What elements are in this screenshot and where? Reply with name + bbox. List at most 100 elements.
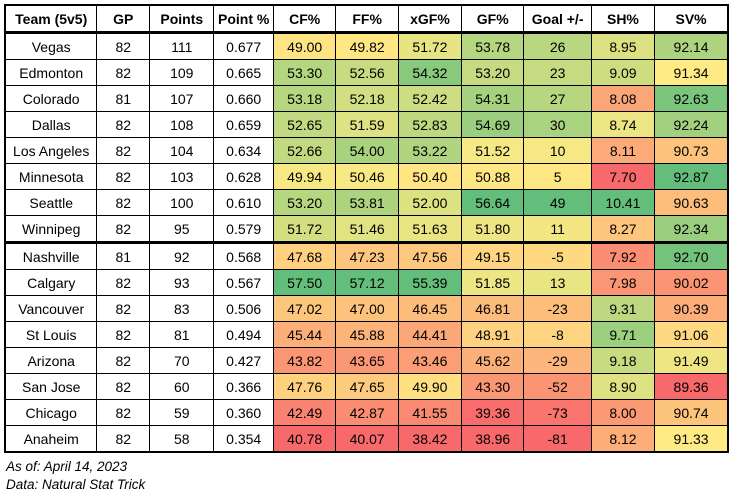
cell-xgf-pct: 41.55 [397, 399, 462, 426]
cell-ff-pct: 52.18 [335, 85, 399, 112]
cell-team: Dallas [4, 111, 98, 138]
cell-points: 92 [149, 241, 215, 270]
cell-points: 83 [149, 295, 215, 322]
table-row: Los Angeles 82 104 0.634 52.66 54.00 53.22 51.5… [4, 137, 729, 164]
cell-point-pct: 0.610 [213, 189, 274, 216]
cell-gf-pct: 50.88 [460, 163, 525, 190]
cell-xgf-pct: 55.39 [397, 269, 462, 296]
cell-goal-diff: -29 [523, 347, 592, 374]
cell-xgf-pct: 44.41 [397, 321, 462, 348]
cell-team: San Jose [4, 373, 98, 400]
cell-xgf-pct: 53.22 [397, 137, 462, 164]
cell-ff-pct: 42.87 [335, 399, 399, 426]
cell-goal-diff: 27 [523, 85, 592, 112]
cell-team: Vegas [4, 32, 98, 60]
cell-points: 108 [149, 111, 215, 138]
cell-goal-diff: 23 [523, 59, 592, 86]
team-stats-table: Team (5v5) GP Points Point % CF% FF% xGF% GF% Go… [4, 4, 729, 453]
table-header-row: Team (5v5) GP Points Point % CF% FF% xGF% GF% Go… [4, 4, 729, 34]
table-row: St Louis 82 81 0.494 45.44 45.88 44.41 48.91 -8 9… [4, 321, 729, 348]
cell-team: Minnesota [4, 163, 98, 190]
cell-sv-pct: 90.74 [654, 399, 729, 426]
cell-goal-diff: 10 [523, 137, 592, 164]
cell-point-pct: 0.579 [213, 215, 274, 243]
cell-goal-diff: 30 [523, 111, 592, 138]
cell-sh-pct: 8.00 [590, 399, 656, 426]
table-row: Calgary 82 93 0.567 57.50 57.12 55.39 51.85 13 7.… [4, 269, 729, 296]
column-header-points: Points [149, 4, 215, 34]
cell-sh-pct: 7.98 [590, 269, 656, 296]
cell-sv-pct: 91.34 [654, 59, 729, 86]
cell-gf-pct: 54.31 [460, 85, 525, 112]
cell-gf-pct: 38.96 [460, 425, 525, 453]
table-row: Vancouver 82 83 0.506 47.02 47.00 46.45 46.81 -2… [4, 295, 729, 322]
cell-goal-diff: 11 [523, 215, 592, 243]
cell-team: Colorado [4, 85, 98, 112]
cell-point-pct: 0.634 [213, 137, 274, 164]
cell-gf-pct: 53.20 [460, 59, 525, 86]
cell-sh-pct: 8.11 [590, 137, 656, 164]
cell-gf-pct: 39.36 [460, 399, 525, 426]
cell-cf-pct: 57.50 [272, 269, 337, 296]
cell-xgf-pct: 38.42 [397, 425, 462, 453]
cell-points: 109 [149, 59, 215, 86]
cell-ff-pct: 47.65 [335, 373, 399, 400]
table-row: Vegas 82 111 0.677 49.00 49.82 51.72 53.78 26 8.9… [4, 32, 729, 60]
cell-sv-pct: 90.63 [654, 189, 729, 216]
cell-sv-pct: 90.02 [654, 269, 729, 296]
cell-sv-pct: 91.49 [654, 347, 729, 374]
cell-ff-pct: 57.12 [335, 269, 399, 296]
cell-sv-pct: 92.63 [654, 85, 729, 112]
table-row: Anaheim 82 58 0.354 40.78 40.07 38.42 38.96 -81 8… [4, 425, 729, 453]
table-header: Team (5v5) GP Points Point % CF% FF% xGF% GF% Go… [4, 4, 729, 34]
cell-xgf-pct: 54.32 [397, 59, 462, 86]
cell-point-pct: 0.677 [213, 32, 274, 60]
cell-points: 59 [149, 399, 215, 426]
cell-gp: 82 [96, 347, 151, 374]
cell-gf-pct: 48.91 [460, 321, 525, 348]
table-body: Vegas 82 111 0.677 49.00 49.82 51.72 53.78 26 8.9… [4, 32, 729, 453]
cell-team: Los Angeles [4, 137, 98, 164]
cell-team: Vancouver [4, 295, 98, 322]
cell-sv-pct: 90.39 [654, 295, 729, 322]
cell-goal-diff: -52 [523, 373, 592, 400]
cell-points: 93 [149, 269, 215, 296]
cell-gf-pct: 51.85 [460, 269, 525, 296]
cell-gf-pct: 45.62 [460, 347, 525, 374]
cell-ff-pct: 40.07 [335, 425, 399, 453]
cell-goal-diff: 49 [523, 189, 592, 216]
cell-gp: 82 [96, 399, 151, 426]
cell-sh-pct: 8.27 [590, 215, 656, 243]
cell-sh-pct: 7.70 [590, 163, 656, 190]
cell-ff-pct: 52.56 [335, 59, 399, 86]
column-header-gp: GP [96, 4, 151, 34]
cell-cf-pct: 49.94 [272, 163, 337, 190]
cell-xgf-pct: 51.63 [397, 215, 462, 243]
cell-gp: 82 [96, 163, 151, 190]
cell-team: Anaheim [4, 425, 98, 453]
cell-xgf-pct: 52.00 [397, 189, 462, 216]
cell-sh-pct: 8.95 [590, 32, 656, 60]
cell-xgf-pct: 51.72 [397, 32, 462, 60]
cell-sv-pct: 92.24 [654, 111, 729, 138]
cell-goal-diff: 13 [523, 269, 592, 296]
cell-point-pct: 0.360 [213, 399, 274, 426]
cell-cf-pct: 49.00 [272, 32, 337, 60]
cell-sh-pct: 9.31 [590, 295, 656, 322]
table-row: Colorado 81 107 0.660 53.18 52.18 52.42 54.31 27… [4, 85, 729, 112]
cell-sh-pct: 9.09 [590, 59, 656, 86]
column-header-point-pct: Point % [213, 4, 274, 34]
cell-gf-pct: 51.80 [460, 215, 525, 243]
cell-cf-pct: 53.20 [272, 189, 337, 216]
cell-point-pct: 0.567 [213, 269, 274, 296]
cell-ff-pct: 53.81 [335, 189, 399, 216]
column-header-team: Team (5v5) [4, 4, 98, 34]
cell-goal-diff: -73 [523, 399, 592, 426]
cell-gp: 81 [96, 241, 151, 270]
cell-xgf-pct: 47.56 [397, 241, 462, 270]
cell-sh-pct: 10.41 [590, 189, 656, 216]
table-row: San Jose 82 60 0.366 47.76 47.65 49.90 43.30 -52… [4, 373, 729, 400]
cell-gp: 82 [96, 321, 151, 348]
column-header-cf-pct: CF% [272, 4, 337, 34]
